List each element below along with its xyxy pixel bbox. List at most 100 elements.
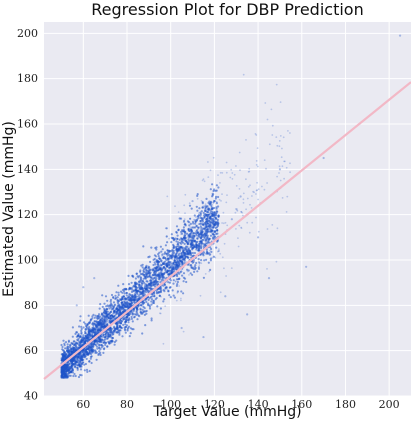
scatter-point [123, 309, 126, 312]
scatter-point [174, 205, 176, 208]
scatter-point [187, 238, 190, 241]
outlier-point [224, 295, 227, 298]
scatter-point [139, 310, 142, 314]
scatter-point [196, 231, 199, 234]
scatter-point [271, 124, 274, 127]
scatter-point [99, 303, 102, 306]
scatter-point [183, 236, 186, 239]
scatter-point [151, 295, 154, 298]
scatter-point [208, 202, 211, 205]
scatter-point [102, 333, 105, 337]
scatter-point [153, 261, 156, 264]
scatter-point [98, 336, 101, 339]
y-tick-label: 120 [17, 208, 38, 221]
scatter-point [218, 198, 221, 201]
scatter-point [74, 356, 77, 359]
scatter-point [213, 206, 216, 210]
scatter-point [186, 255, 189, 258]
scatter-point [196, 270, 199, 273]
x-tick-label: 80 [120, 398, 134, 411]
scatter-point [192, 260, 195, 263]
scatter-point [201, 220, 204, 223]
scatter-point [168, 272, 171, 275]
scatter-point [196, 237, 199, 240]
scatter-point [224, 221, 227, 224]
scatter-point [118, 331, 121, 335]
scatter-point [122, 290, 126, 293]
outlier-point [180, 326, 183, 330]
scatter-point [150, 246, 153, 249]
scatter-point [186, 245, 189, 248]
scatter-point [93, 327, 96, 330]
scatter-point [161, 253, 164, 256]
scatter-point [207, 219, 211, 222]
scatter-point [71, 371, 74, 374]
scatter-point [163, 252, 166, 255]
scatter-point [142, 288, 145, 291]
scatter-point [136, 290, 139, 293]
y-tick-label: 180 [17, 72, 38, 85]
scatter-point [161, 262, 164, 265]
scatter-point [211, 232, 214, 235]
scatter-point [180, 299, 182, 302]
outlier-point [398, 34, 402, 37]
scatter-point [208, 242, 211, 244]
scatter-point [180, 254, 184, 257]
scatter-point [102, 348, 106, 351]
scatter-point [283, 160, 285, 163]
scatter-point [119, 313, 122, 316]
scatter-point [115, 291, 118, 294]
scatter-point [134, 285, 137, 288]
scatter-point [202, 276, 205, 279]
scatter-point [94, 340, 97, 343]
scatter-point [113, 328, 116, 331]
scatter-point [185, 280, 188, 284]
grid-lines [44, 22, 411, 397]
scatter-point [121, 301, 124, 304]
scatter-point [159, 263, 162, 265]
scatter-point [198, 222, 201, 225]
scatter-point [106, 337, 109, 340]
scatter-point [88, 360, 91, 363]
scatter-point [196, 209, 199, 212]
scatter-point [186, 270, 189, 273]
scatter-point [222, 211, 225, 214]
scatter-point [279, 101, 282, 103]
scatter-point [143, 301, 146, 304]
scatter-point [145, 274, 148, 277]
scatter-point [176, 290, 179, 293]
scatter-point [159, 312, 162, 315]
scatter-point [200, 210, 203, 213]
scatter-point [145, 300, 148, 303]
scatter-point [119, 298, 122, 301]
scatter-point [114, 317, 117, 320]
scatter-point [130, 290, 134, 293]
scatter-point [129, 299, 132, 302]
scatter-point [73, 344, 76, 347]
scatter-point [130, 281, 133, 284]
scatter-point [80, 332, 83, 335]
scatter-point [82, 321, 86, 324]
scatter-point [127, 302, 131, 305]
scatter-point [230, 168, 233, 171]
scatter-point [160, 295, 162, 298]
scatter-point [60, 343, 63, 347]
scatter-point [185, 250, 188, 253]
y-tick-label: 100 [17, 254, 38, 267]
scatter-point [176, 283, 179, 286]
scatter-point [283, 177, 285, 180]
scatter-point [89, 348, 92, 352]
scatter-point [143, 270, 146, 274]
scatter-point [106, 323, 109, 326]
scatter-point [202, 178, 205, 181]
scatter-point [128, 293, 131, 296]
scatter-point [80, 327, 83, 331]
scatter-point [122, 302, 125, 305]
scatter-point [193, 236, 195, 239]
scatter-point [180, 251, 183, 254]
scatter-point [230, 267, 233, 269]
scatter-point [215, 206, 218, 209]
scatter-point [146, 272, 149, 275]
scatter-point [79, 335, 82, 338]
scatter-point [222, 222, 225, 225]
